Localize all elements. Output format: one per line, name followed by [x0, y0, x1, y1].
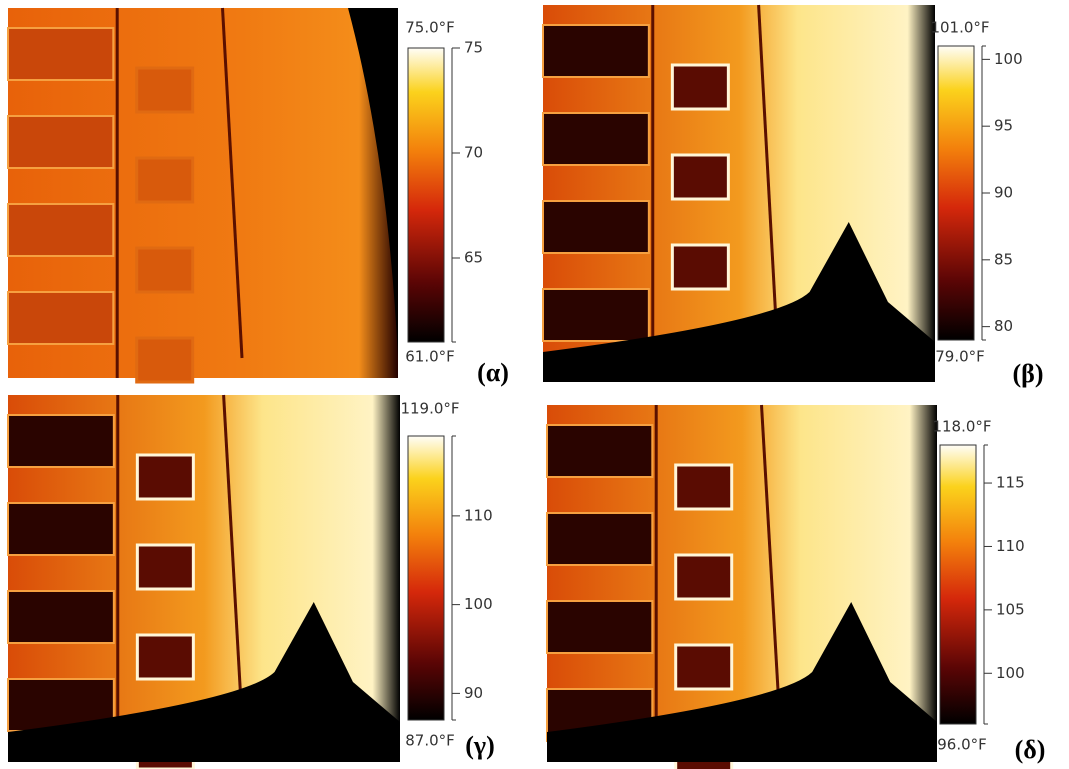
- tick-label: 115: [996, 474, 1025, 492]
- balcony: [8, 292, 113, 344]
- balcony: [8, 415, 114, 467]
- colorbar: [938, 46, 974, 340]
- thermal-panel: 96.0°F 118.0°F 100 105 110 115 (δ): [547, 405, 1045, 769]
- figure: 61.0°F 75.0°F 65 70 75 (α) 79.0°F 101.0°F 80 85 90…: [0, 0, 1069, 769]
- window: [137, 635, 193, 679]
- window: [672, 245, 728, 289]
- colorbar: [408, 48, 444, 342]
- window: [137, 338, 193, 382]
- window: [137, 68, 193, 112]
- panel-label: (α): [477, 358, 509, 387]
- window: [676, 645, 732, 689]
- tick-label: 100: [996, 664, 1025, 682]
- window: [676, 465, 732, 509]
- balcony: [8, 503, 114, 555]
- range-label: 118.0°F: [932, 418, 991, 436]
- balcony: [543, 25, 649, 77]
- range-label: 119.0°F: [400, 400, 459, 418]
- tick-label: 110: [464, 506, 493, 524]
- balcony: [8, 116, 113, 168]
- thermal-panel: 61.0°F 75.0°F 65 70 75 (α): [8, 8, 509, 387]
- tick-label: 100: [994, 50, 1023, 68]
- balcony: [8, 204, 113, 256]
- colorbar: [940, 445, 976, 724]
- panel-label: (β): [1012, 359, 1043, 388]
- balcony: [543, 201, 649, 253]
- range-label: 79.0°F: [935, 348, 985, 366]
- balcony: [8, 28, 113, 80]
- window: [137, 158, 193, 202]
- window: [676, 555, 732, 599]
- window: [137, 455, 193, 499]
- tick-label: 80: [994, 317, 1013, 335]
- colorbar: [408, 436, 444, 720]
- balcony: [543, 113, 649, 165]
- range-label: 75.0°F: [405, 19, 455, 37]
- thermal-panel: 87.0°F 119.0°F 90 100 110 (γ): [8, 395, 495, 769]
- range-label: 101.0°F: [930, 19, 989, 37]
- range-label: 87.0°F: [405, 732, 455, 750]
- window: [672, 155, 728, 199]
- tick-label: 100: [464, 595, 493, 613]
- tick-label: 65: [464, 249, 483, 267]
- balcony: [543, 289, 649, 341]
- balcony: [8, 591, 114, 643]
- tick-label: 95: [994, 117, 1013, 135]
- range-label: 96.0°F: [937, 736, 987, 754]
- panel-label: (γ): [465, 731, 494, 760]
- window: [672, 65, 728, 109]
- panel-label: (δ): [1015, 735, 1046, 764]
- range-label: 61.0°F: [405, 348, 455, 366]
- tick-label: 90: [994, 184, 1013, 202]
- tick-label: 75: [464, 39, 483, 57]
- tick-label: 70: [464, 144, 483, 162]
- window: [137, 248, 193, 292]
- tick-label: 110: [996, 537, 1025, 555]
- balcony: [547, 513, 652, 565]
- balcony: [547, 601, 652, 653]
- tick-label: 90: [464, 684, 483, 702]
- tick-label: 105: [996, 600, 1025, 618]
- thermal-panel: 79.0°F 101.0°F 80 85 90 95 100 (β): [543, 5, 1044, 388]
- tick-label: 85: [994, 250, 1013, 268]
- balcony: [547, 425, 652, 477]
- window: [137, 545, 193, 589]
